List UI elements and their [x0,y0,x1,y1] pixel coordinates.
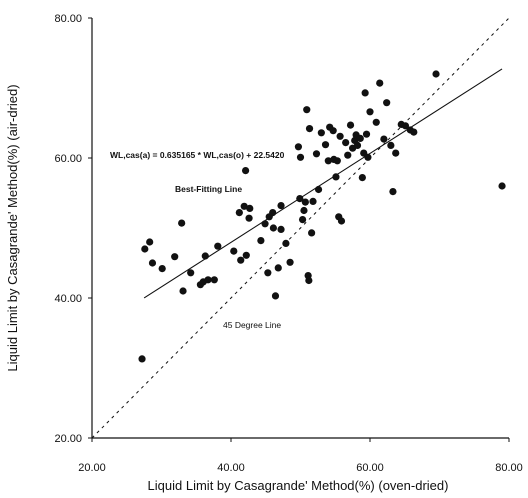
data-point [361,89,369,97]
data-point [214,242,222,250]
data-point [332,173,340,181]
x-tick-label: 40.00 [217,462,245,474]
data-point [358,174,366,182]
data-point [344,151,352,159]
data-point [305,276,313,285]
data-point [312,150,321,158]
data-point [308,229,316,237]
plot-frame [91,18,509,439]
data-point [321,141,330,149]
data-point [342,139,350,147]
data-point [314,185,323,194]
data-point [274,264,282,272]
data-point [241,167,250,175]
data-point [392,149,400,157]
data-point [178,219,186,227]
axis-ticks: 20.00 40.00 60.00 80.00 20.00 40.00 60.00 80.00 [54,13,522,474]
x-tick-label: 80.00 [495,462,523,474]
reference-line [91,17,510,439]
data-point [261,220,269,228]
data-point [187,269,195,277]
data-point [346,121,355,129]
data-point [240,202,248,210]
fit-line-layer [143,68,503,299]
data-point [317,129,325,137]
x-tick-label: 60.00 [356,462,384,474]
data-point [498,182,506,190]
data-point [303,106,311,114]
data-point [364,153,372,161]
data-point [245,214,253,222]
x-axis-title: Liquid Limit by Casagrande' Method(%) (o… [148,478,449,493]
data-point [294,143,303,151]
x-tick-label: 20.00 [78,462,106,474]
data-point [286,258,294,266]
data-point [269,224,277,232]
data-point [372,118,380,126]
data-point [337,217,346,225]
data-point [282,239,290,247]
y-tick-label: 60.00 [54,153,82,165]
data-point [158,265,166,273]
data-point [366,108,374,116]
data-point [141,245,149,253]
y-tick-label: 40.00 [54,293,82,305]
data-point [301,198,309,206]
data-point [401,122,410,130]
data-point [324,157,332,165]
data-point [333,157,341,165]
data-point [264,269,272,277]
data-point [237,256,245,264]
data-point [171,253,179,261]
data-point [380,135,388,143]
data-point [410,128,418,136]
data-point [336,132,344,140]
fit-equation-label: WL,cas(a) = 0.635165 * WL,cas(o) + 22.54… [110,150,285,160]
data-point [300,206,308,215]
data-point [353,141,362,149]
data-point [201,252,209,260]
data-point [277,202,285,210]
data-point [362,130,371,138]
y-tick-label: 80.00 [54,13,82,25]
y-tick-label: 20.00 [54,433,82,445]
data-point [246,204,254,212]
data-point [230,247,238,255]
data-point [387,141,395,149]
data-point [138,355,146,363]
data-point [376,79,384,87]
reference-line-layer [91,17,510,439]
data-point [271,292,280,300]
data-point [432,70,440,78]
data-points [138,70,506,363]
data-point [296,195,304,203]
data-point [242,251,250,259]
data-point [179,287,187,295]
data-point [309,197,317,205]
data-point [269,209,277,217]
data-point [305,125,314,133]
data-point [298,216,307,224]
reference-line-label: 45 Degree Line [223,320,281,330]
data-point [210,276,218,284]
y-axis-title: Liquid Limit by Casagrande' Method(%) (a… [5,84,20,371]
data-point [296,153,305,161]
data-point [235,209,243,217]
fit-line-label: Best-Fitting Line [175,184,242,194]
data-point [356,134,364,142]
data-point [383,99,391,107]
data-point [277,225,285,233]
data-point [146,238,154,246]
best-fit-line [143,68,503,299]
data-point [204,276,212,284]
data-point [257,237,265,245]
data-point [148,259,157,267]
data-point [389,188,397,196]
data-point [329,127,337,135]
